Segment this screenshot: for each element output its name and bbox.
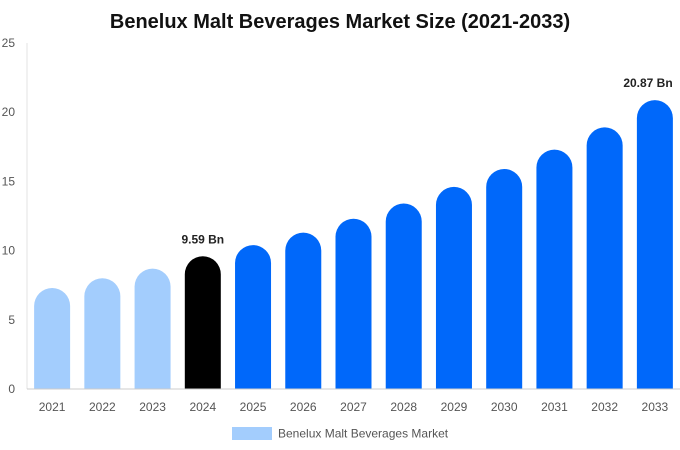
x-tick-label: 2025	[240, 400, 267, 414]
bars	[34, 100, 673, 389]
bar-2026[interactable]	[285, 232, 322, 389]
bar-2024[interactable]	[184, 256, 221, 389]
y-tick-label: 20	[2, 105, 16, 119]
chart-title: Benelux Malt Beverages Market Size (2021…	[110, 11, 570, 33]
legend-label: Benelux Malt Beverages Market	[278, 427, 449, 441]
x-tick-label: 2029	[441, 400, 468, 414]
bar-2022[interactable]	[84, 278, 121, 389]
bar-2021[interactable]	[34, 287, 71, 389]
x-tick-label: 2028	[390, 400, 417, 414]
bar-2033[interactable]	[636, 100, 673, 389]
x-tick-label: 2027	[340, 400, 367, 414]
bar-2030[interactable]	[486, 168, 523, 389]
bar-2029[interactable]	[435, 186, 472, 389]
bar-2027[interactable]	[335, 218, 372, 389]
bar-2031[interactable]	[536, 149, 573, 389]
legend[interactable]: Benelux Malt Beverages Market	[232, 427, 449, 441]
x-axis: 2021 2022 2023 2024 2025 2026 2027 2028 2029 2030…	[27, 388, 680, 414]
y-tick-label: 0	[8, 382, 15, 396]
x-tick-label: 2030	[491, 400, 518, 414]
bar-2025[interactable]	[235, 245, 272, 389]
y-tick-label: 10	[2, 244, 16, 258]
x-tick-label: 2023	[139, 400, 166, 414]
y-tick-label: 5	[8, 313, 15, 327]
legend-swatch	[232, 427, 272, 440]
x-tick-label: 2026	[290, 400, 317, 414]
x-tick-label: 2022	[89, 400, 116, 414]
x-tick-label: 2021	[39, 400, 66, 414]
data-label-2033: 20.87 Bn	[623, 76, 672, 90]
y-tick-label: 15	[2, 174, 16, 188]
x-tick-label: 2024	[189, 400, 216, 414]
x-tick-label: 2033	[642, 400, 669, 414]
data-label-2024: 9.59 Bn	[181, 232, 224, 246]
y-axis: 0 5 10 15 20 25	[2, 36, 28, 396]
data-labels: 9.59 Bn 20.87 Bn	[181, 76, 672, 246]
x-tick-label: 2031	[541, 400, 568, 414]
y-tick-label: 25	[2, 36, 16, 50]
bar-2023[interactable]	[134, 268, 171, 389]
bar-2032[interactable]	[586, 127, 623, 389]
x-tick-label: 2032	[591, 400, 618, 414]
bar-2028[interactable]	[385, 203, 422, 389]
